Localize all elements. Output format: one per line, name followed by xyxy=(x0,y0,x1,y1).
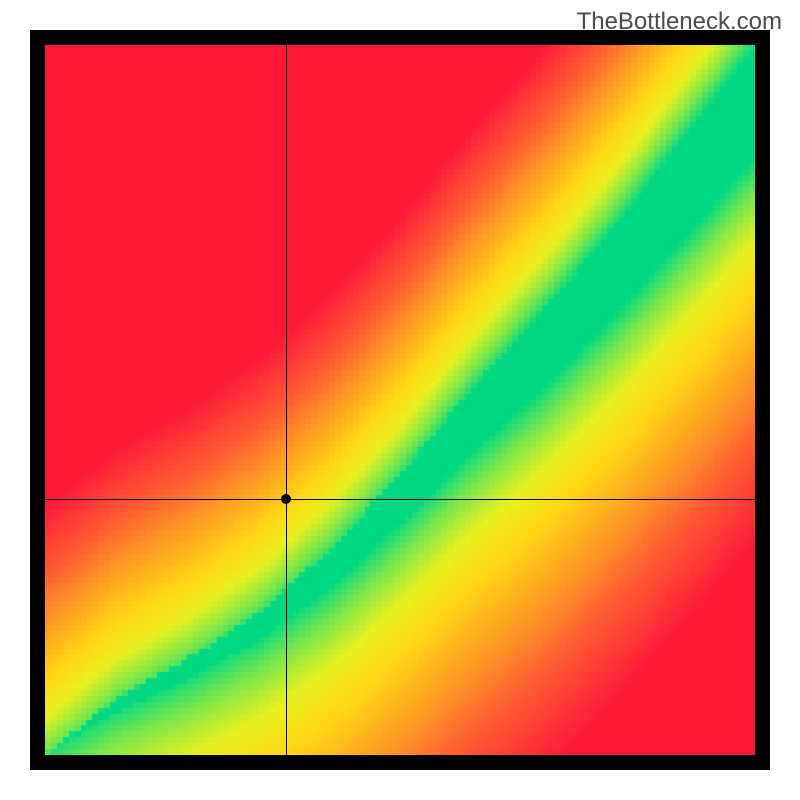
plot-area xyxy=(45,45,755,755)
plot-frame xyxy=(30,30,770,770)
heatmap-canvas xyxy=(45,45,755,755)
crosshair-point-icon xyxy=(281,494,291,504)
crosshair-vertical xyxy=(286,45,287,755)
crosshair-horizontal xyxy=(45,499,755,500)
watermark-text: TheBottleneck.com xyxy=(577,8,782,36)
